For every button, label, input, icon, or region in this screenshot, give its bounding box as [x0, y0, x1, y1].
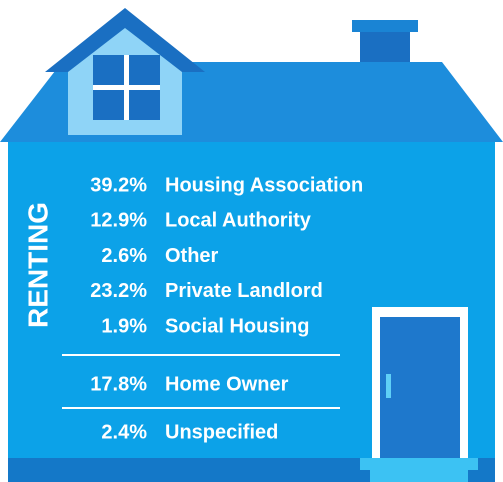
category-label: Other — [165, 245, 219, 267]
category-label: Unspecified — [165, 421, 278, 443]
percent: 2.4% — [101, 421, 147, 443]
category-label: Home Owner — [165, 373, 289, 395]
chimney-cap — [352, 20, 418, 32]
percent: 17.8% — [90, 373, 147, 395]
house-infographic: RENTING 39.2% Housing Association 12.9% Loc… — [0, 0, 503, 482]
door-handle — [386, 374, 391, 398]
window-bar — [93, 85, 160, 90]
category-label: Social Housing — [165, 315, 309, 337]
side-label: RENTING — [22, 202, 53, 328]
category-label: Local Authority — [165, 210, 312, 232]
percent: 23.2% — [90, 280, 147, 302]
percent: 12.9% — [90, 210, 147, 232]
category-label: Private Landlord — [165, 280, 323, 302]
step — [360, 458, 478, 470]
percent: 1.9% — [101, 315, 147, 337]
step — [370, 470, 468, 482]
door — [380, 317, 460, 460]
percent: 39.2% — [90, 174, 147, 196]
category-label: Housing Association — [165, 174, 363, 196]
percent: 2.6% — [101, 245, 147, 267]
